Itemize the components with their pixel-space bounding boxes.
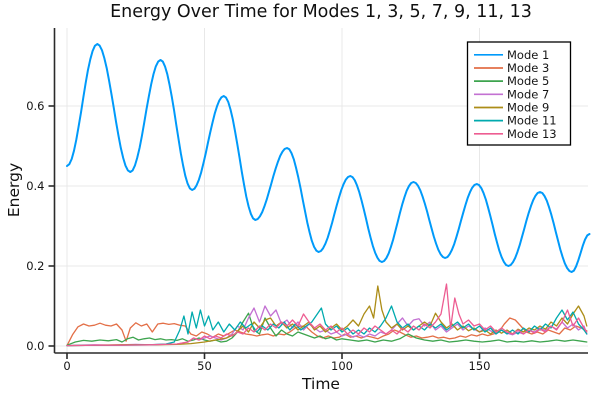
- x-axis-label: Time: [302, 375, 340, 393]
- y-axis-label: Energy: [5, 162, 23, 218]
- y-tick-label-3: 0.6: [26, 99, 44, 113]
- y-tick-label-2: 0.4: [26, 179, 44, 193]
- series-mode-9: [66, 285, 588, 347]
- y-tick-label-1: 0.2: [26, 259, 44, 273]
- legend-label-mode-3: Mode 3: [507, 61, 549, 75]
- series-mode-11: [66, 305, 588, 347]
- legend-label-mode-13: Mode 13: [507, 127, 557, 141]
- series-mode-1: [66, 43, 591, 273]
- legend-label-mode-9: Mode 9: [507, 100, 549, 114]
- legend-label-mode-5: Mode 5: [507, 74, 549, 88]
- x-tick-label-3: 150: [469, 359, 491, 373]
- data-series: [66, 43, 591, 347]
- x-tick-label-0: 0: [63, 359, 70, 373]
- y-tick-label-0: 0.0: [26, 339, 44, 353]
- series-mode-13: [66, 283, 588, 347]
- x-tick-label-2: 100: [331, 359, 353, 373]
- legend-label-mode-11: Mode 11: [507, 114, 557, 128]
- legend-label-mode-1: Mode 1: [507, 48, 549, 62]
- tick-labels: 0 50 100 150 0.0 0.2 0.4 0.6: [26, 99, 490, 373]
- x-tick-label-1: 50: [197, 359, 212, 373]
- legend-label-mode-7: Mode 7: [507, 87, 549, 101]
- series-mode-5: [66, 312, 588, 346]
- chart-title: Energy Over Time for Modes 1, 3, 5, 7, 9…: [110, 2, 532, 22]
- axes: [48, 28, 588, 359]
